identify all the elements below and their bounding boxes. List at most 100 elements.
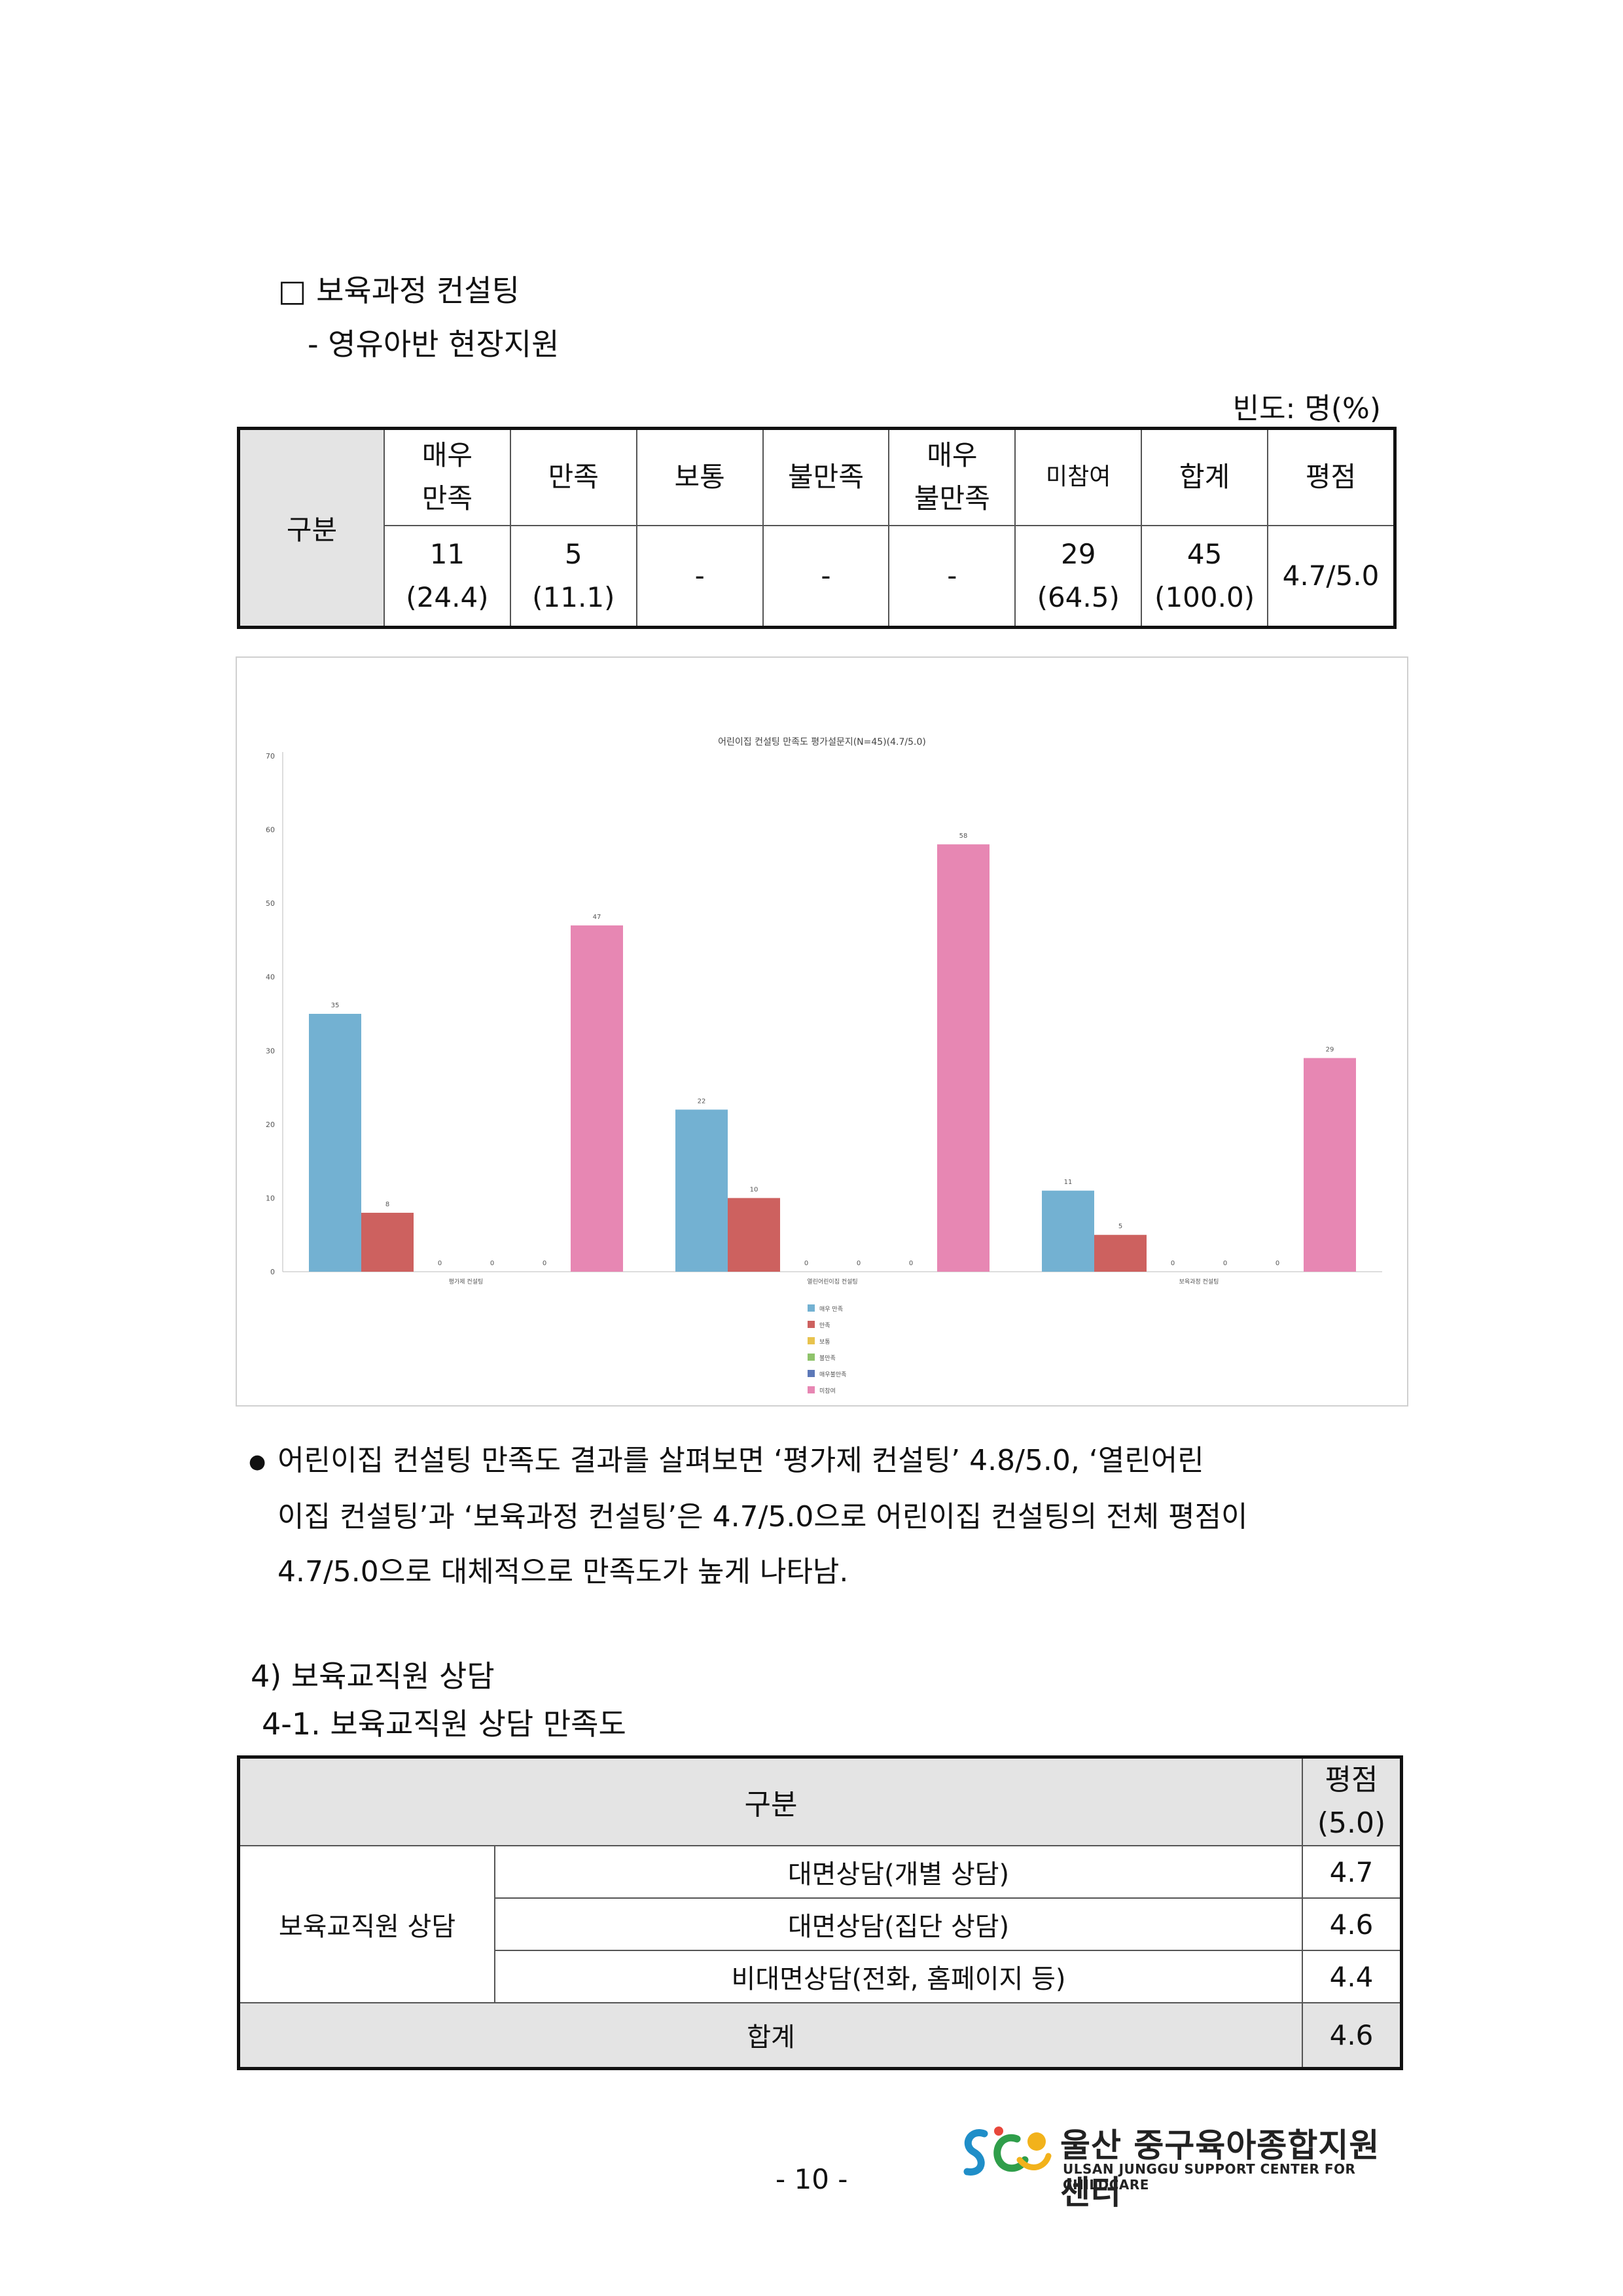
counseling-header-label: 구분 xyxy=(238,1756,1303,1846)
summary-paragraph: ● 어린이집 컨설팅 만족도 결과를 살펴보면 ‘평가제 컨설팅’ 4.8/5.0… xyxy=(249,1433,1406,1600)
bar xyxy=(309,1014,361,1272)
bar-value-label: 0 xyxy=(1171,1260,1175,1267)
bar xyxy=(675,1109,728,1272)
pct-non-participation: (64.5) xyxy=(1037,581,1120,613)
cell-satisfied: 5 (11.1) xyxy=(509,524,637,628)
legend-swatch xyxy=(808,1321,815,1328)
center-logo: 울산 중구육아종합지원센터 ULSAN JUNGGU SUPPORT CENTE… xyxy=(957,2119,1389,2212)
counseling-row-label-1: 대면상담(개별 상담) xyxy=(494,1845,1303,1899)
bar xyxy=(937,844,990,1272)
cell-dissatisfied: - xyxy=(762,524,890,628)
pct-very-satisfied: (24.4) xyxy=(406,581,489,613)
counseling-header-score: 평점 (5.0) xyxy=(1302,1756,1402,1846)
legend-label: 불만족 xyxy=(819,1355,836,1362)
page-number: - 10 - xyxy=(776,2163,848,2195)
bar-value-label: 0 xyxy=(438,1260,442,1267)
bar xyxy=(1304,1058,1356,1272)
bar xyxy=(361,1212,414,1272)
counseling-row-score-1: 4.7 xyxy=(1302,1845,1402,1899)
bar-value-label: 0 xyxy=(543,1260,546,1267)
cell-normal: - xyxy=(635,524,764,628)
satisfaction-table: 구분 매우 만족 만족 보통 불만족 매우 불만족 미참여 합계 평점 11 (24.… xyxy=(237,427,1397,629)
counseling-table: 구분 평점 (5.0) 보육교직원 상담 대면상담(개별 상담) 4.7 대면상담… xyxy=(237,1755,1403,2070)
header-very-dissatisfied-text: 매우 불만족 xyxy=(914,439,990,515)
counseling-total-score: 4.6 xyxy=(1302,2002,1402,2069)
cell-very-dissatisfied: - xyxy=(888,524,1016,628)
cell-score: 4.7/5.0 xyxy=(1267,524,1396,628)
bar xyxy=(728,1198,780,1272)
summary-line-2: 이집 컨설팅’과 ‘보육과정 컨설팅’은 4.7/5.0으로 어린이집 컨설팅의… xyxy=(277,1500,1248,1534)
legend-label: 매우 만족 xyxy=(819,1306,843,1313)
bar-value-label: 0 xyxy=(909,1260,913,1267)
counseling-row-label-2: 대면상담(집단 상담) xyxy=(494,1897,1303,1951)
pct-total: (100.0) xyxy=(1154,581,1255,613)
bar-value-label: 58 xyxy=(959,833,968,840)
x-category-label: 열린어린이집 컨설팅 xyxy=(807,1278,857,1285)
legend-label: 미참여 xyxy=(819,1387,836,1395)
y-tick-label: 60 xyxy=(266,826,275,834)
count-non-participation: 29 xyxy=(1061,537,1096,570)
bullet-marker: ● xyxy=(249,1450,266,1473)
bar-value-label: 29 xyxy=(1326,1047,1334,1054)
x-category-label: 평가제 컨설팅 xyxy=(449,1278,484,1285)
summary-text-1: 어린이집 컨설팅 만족도 결과를 살펴보면 ‘평가제 컨설팅’ 4.8/5.0,… xyxy=(277,1444,1204,1477)
header-very-satisfied-text: 매우 만족 xyxy=(421,439,473,515)
counseling-total-label: 합계 xyxy=(238,2002,1303,2069)
bar xyxy=(571,925,623,1272)
unit-label: 빈도: 명(%) xyxy=(1232,392,1381,425)
header-dissatisfied: 불만족 xyxy=(762,427,890,526)
bar-chart: 어린이집 컨설팅 만족도 평가설문지(N=45)(4.7/5.0) 0 10 20 30… xyxy=(266,737,1382,1395)
counseling-header-score-text: 평점 (5.0) xyxy=(1317,1763,1386,1840)
section4-title: 4) 보육교직원 상담 xyxy=(251,1659,495,1694)
section4-subtitle: 4-1. 보육교직원 상담 만족도 xyxy=(262,1706,626,1742)
logo-english-name: ULSAN JUNGGU SUPPORT CENTER FOR CHILDCAR… xyxy=(1063,2161,1356,2193)
counseling-row-label-3: 비대면상담(전화, 홈페이지 등) xyxy=(494,1950,1303,2003)
bar-value-label: 0 xyxy=(1223,1260,1227,1267)
legend-label: 만족 xyxy=(819,1322,830,1329)
summary-line-1: ● 어린이집 컨설팅 만족도 결과를 살펴보면 ‘평가제 컨설팅’ 4.8/5.0… xyxy=(249,1433,1406,1490)
y-tick-label: 70 xyxy=(266,752,275,761)
bar-value-label: 47 xyxy=(593,914,601,921)
count-satisfied: 5 xyxy=(564,537,582,570)
bar-value-label: 22 xyxy=(698,1098,706,1105)
legend-swatch xyxy=(808,1386,815,1393)
cell-total: 45 (100.0) xyxy=(1141,524,1269,628)
bar-value-label: 8 xyxy=(385,1201,389,1208)
bar-value-label: 0 xyxy=(490,1260,494,1267)
legend-swatch xyxy=(808,1354,815,1361)
chart-container: 어린이집 컨설팅 만족도 평가설문지(N=45)(4.7/5.0) 0 10 20 30… xyxy=(236,656,1408,1407)
bar xyxy=(1042,1191,1094,1272)
y-tick-label: 30 xyxy=(266,1047,275,1055)
counseling-group: 보육교직원 상담 xyxy=(238,1845,495,2003)
bar-value-label: 0 xyxy=(857,1260,861,1267)
y-tick-label: 20 xyxy=(266,1121,275,1129)
legend-label: 매우불만족 xyxy=(819,1371,846,1378)
header-very-dissatisfied: 매우 불만족 xyxy=(888,427,1016,526)
header-non-participation: 미참여 xyxy=(1014,427,1143,526)
bar-value-label: 0 xyxy=(804,1260,808,1267)
y-tick-label: 40 xyxy=(266,973,275,982)
counseling-row-score-2: 4.6 xyxy=(1302,1897,1402,1951)
section-title: □ 보육과정 컨설팅 xyxy=(278,273,520,308)
cell-non-participation: 29 (64.5) xyxy=(1014,524,1143,628)
row-label: 구분 xyxy=(238,427,385,628)
bar xyxy=(1094,1234,1147,1272)
x-category-label: 보육과정 컨설팅 xyxy=(1179,1278,1219,1285)
bar-value-label: 11 xyxy=(1064,1179,1073,1186)
header-normal: 보통 xyxy=(635,427,764,526)
bar-value-label: 35 xyxy=(331,1002,340,1009)
summary-line-3: 4.7/5.0으로 대체적으로 만족도가 높게 나타남. xyxy=(277,1555,849,1588)
pct-satisfied: (11.1) xyxy=(532,581,615,613)
header-total: 합계 xyxy=(1141,427,1269,526)
header-very-satisfied: 매우 만족 xyxy=(383,427,511,526)
y-tick-label: 10 xyxy=(266,1194,275,1202)
logo-korean-name: 울산 중구육아종합지원센터 xyxy=(1060,2126,1380,2212)
bar-value-label: 5 xyxy=(1118,1223,1122,1230)
legend-swatch xyxy=(808,1370,815,1377)
count-total: 45 xyxy=(1186,537,1222,570)
section-subtitle: - 영유아반 현장지원 xyxy=(308,327,560,362)
counseling-row-score-3: 4.4 xyxy=(1302,1950,1402,2003)
legend-label: 보통 xyxy=(819,1338,830,1346)
y-tick-label: 50 xyxy=(266,899,275,908)
bar-value-label: 0 xyxy=(1275,1260,1279,1267)
